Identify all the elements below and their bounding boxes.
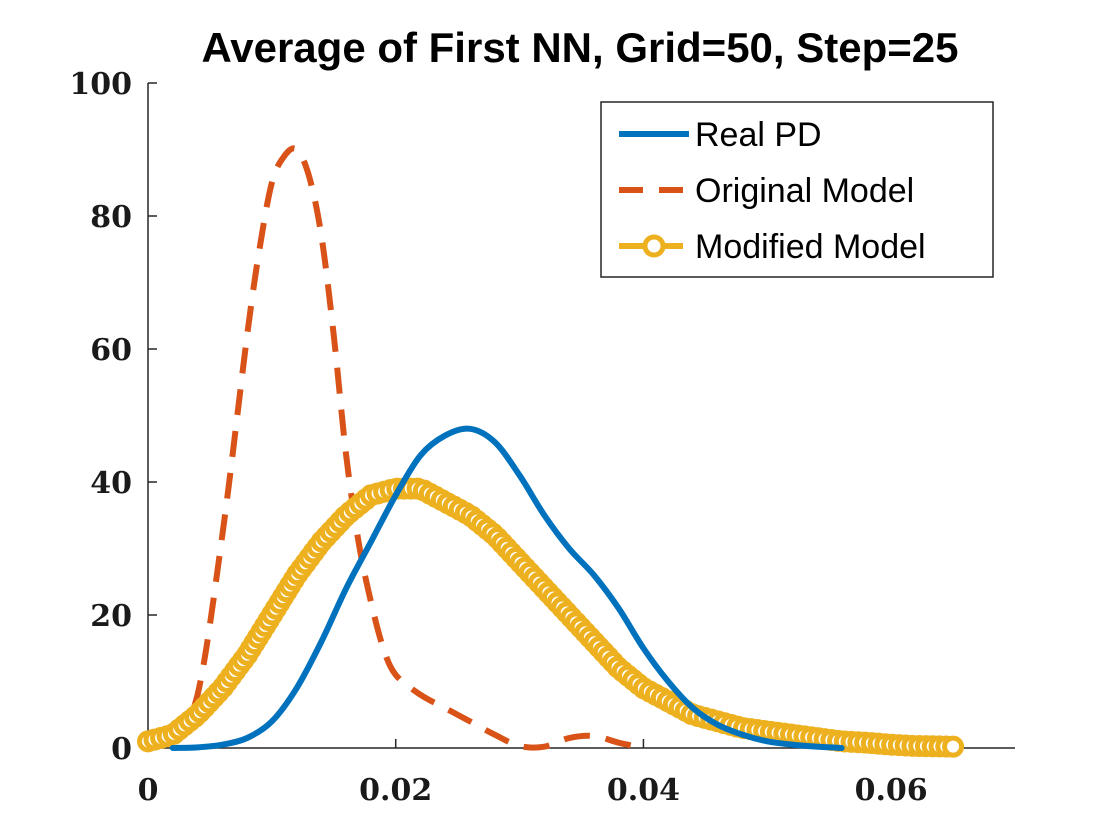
y-tick-label: 0 (111, 732, 132, 767)
legend-label: Original Model (695, 172, 914, 210)
legend-label: Real PD (695, 116, 822, 154)
legend-label: Modified Model (695, 228, 926, 266)
x-tick-label: 0.06 (855, 773, 928, 808)
x-tick-label: 0.04 (607, 773, 680, 808)
y-tick-label: 100 (69, 67, 132, 102)
series-line-real-pd (169, 425, 845, 751)
y-tick-label: 80 (90, 200, 132, 235)
chart-title: Average of First NN, Grid=50, Step=25 (201, 24, 958, 71)
legend: Real PD Original Model Modified Model (600, 101, 994, 278)
series-markers-modified-model (137, 477, 965, 758)
y-tick-label: 40 (90, 466, 132, 501)
x-tick-label: 0 (138, 773, 159, 808)
legend-marker (642, 234, 666, 258)
axes: 0 0.02 0.04 0.06 0 20 40 60 80 100 (69, 67, 1015, 808)
y-tick-label: 60 (90, 333, 132, 368)
series-layer (137, 145, 965, 758)
y-tick-label: 20 (90, 599, 132, 634)
data-point (942, 735, 965, 758)
x-tick-label: 0.02 (359, 773, 432, 808)
